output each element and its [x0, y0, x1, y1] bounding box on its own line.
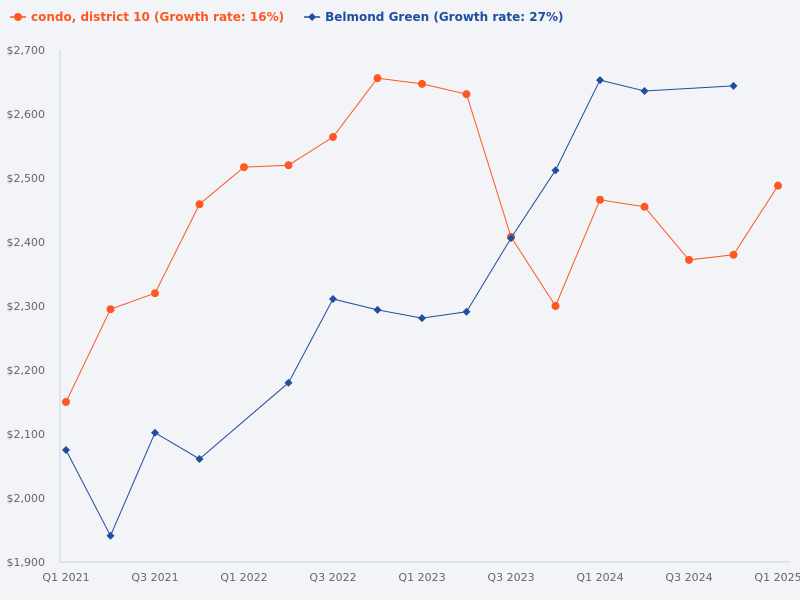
data-point — [106, 305, 115, 314]
data-point — [373, 305, 382, 314]
data-point — [640, 202, 649, 211]
data-point — [284, 161, 293, 170]
x-tick-label: Q1 2023 — [398, 571, 445, 584]
data-point — [462, 307, 471, 316]
data-point — [373, 74, 382, 83]
data-point — [62, 398, 70, 406]
data-point — [62, 446, 70, 454]
legend: condo, district 10 (Growth rate: 16%) Bel… — [10, 10, 563, 24]
data-point — [596, 195, 604, 204]
data-point — [195, 454, 204, 463]
y-tick-label: $2,000 — [7, 492, 46, 505]
x-tick-label: Q3 2023 — [487, 571, 534, 584]
axes: $1,900 $2,000 $2,100 $2,200 $2,300 $2,400 $2,5… — [7, 44, 800, 584]
x-tick-label: Q3 2024 — [665, 571, 712, 584]
y-tick-label: $2,400 — [7, 236, 46, 249]
series-line-0 — [65, 77, 779, 403]
x-tick-label: Q3 2021 — [131, 571, 178, 584]
legend-label-0: condo, district 10 (Growth rate: 16%) — [31, 10, 284, 24]
x-tick-label: Q1 2022 — [220, 571, 267, 584]
data-point — [596, 76, 604, 85]
y-tick-label: $1,900 — [7, 556, 46, 569]
data-point — [640, 86, 649, 95]
y-tick-label: $2,100 — [7, 428, 46, 441]
data-point — [151, 289, 159, 298]
data-point — [462, 90, 471, 99]
x-tick-label: Q1 2021 — [42, 571, 89, 584]
y-tick-label: $2,600 — [7, 108, 46, 121]
data-point — [418, 314, 426, 323]
legend-marker-circle — [14, 13, 22, 21]
data-point — [195, 200, 204, 209]
plot-area — [62, 74, 782, 540]
data-point — [418, 79, 426, 88]
y-tick-label: $2,700 — [7, 44, 46, 57]
x-tick-label: Q1 2025 — [754, 571, 800, 584]
x-tick-label: Q3 2022 — [309, 571, 356, 584]
data-point — [151, 428, 159, 437]
data-point — [685, 255, 693, 264]
data-point — [551, 302, 560, 310]
data-point — [329, 133, 337, 142]
data-point — [774, 181, 782, 190]
y-tick-label: $2,500 — [7, 172, 46, 185]
data-point — [284, 378, 293, 387]
y-tick-label: $2,200 — [7, 364, 46, 377]
series-line-1 — [65, 79, 734, 537]
legend-label-1: Belmond Green (Growth rate: 27%) — [325, 10, 563, 24]
data-point — [240, 163, 248, 172]
data-point — [729, 81, 738, 90]
x-tick-label: Q1 2024 — [576, 571, 623, 584]
data-point — [551, 166, 560, 175]
legend-marker-diamond — [308, 13, 317, 21]
y-tick-label: $2,300 — [7, 300, 46, 313]
data-point — [507, 234, 515, 243]
data-point — [729, 250, 738, 259]
data-point — [106, 531, 115, 540]
data-point — [329, 294, 337, 303]
